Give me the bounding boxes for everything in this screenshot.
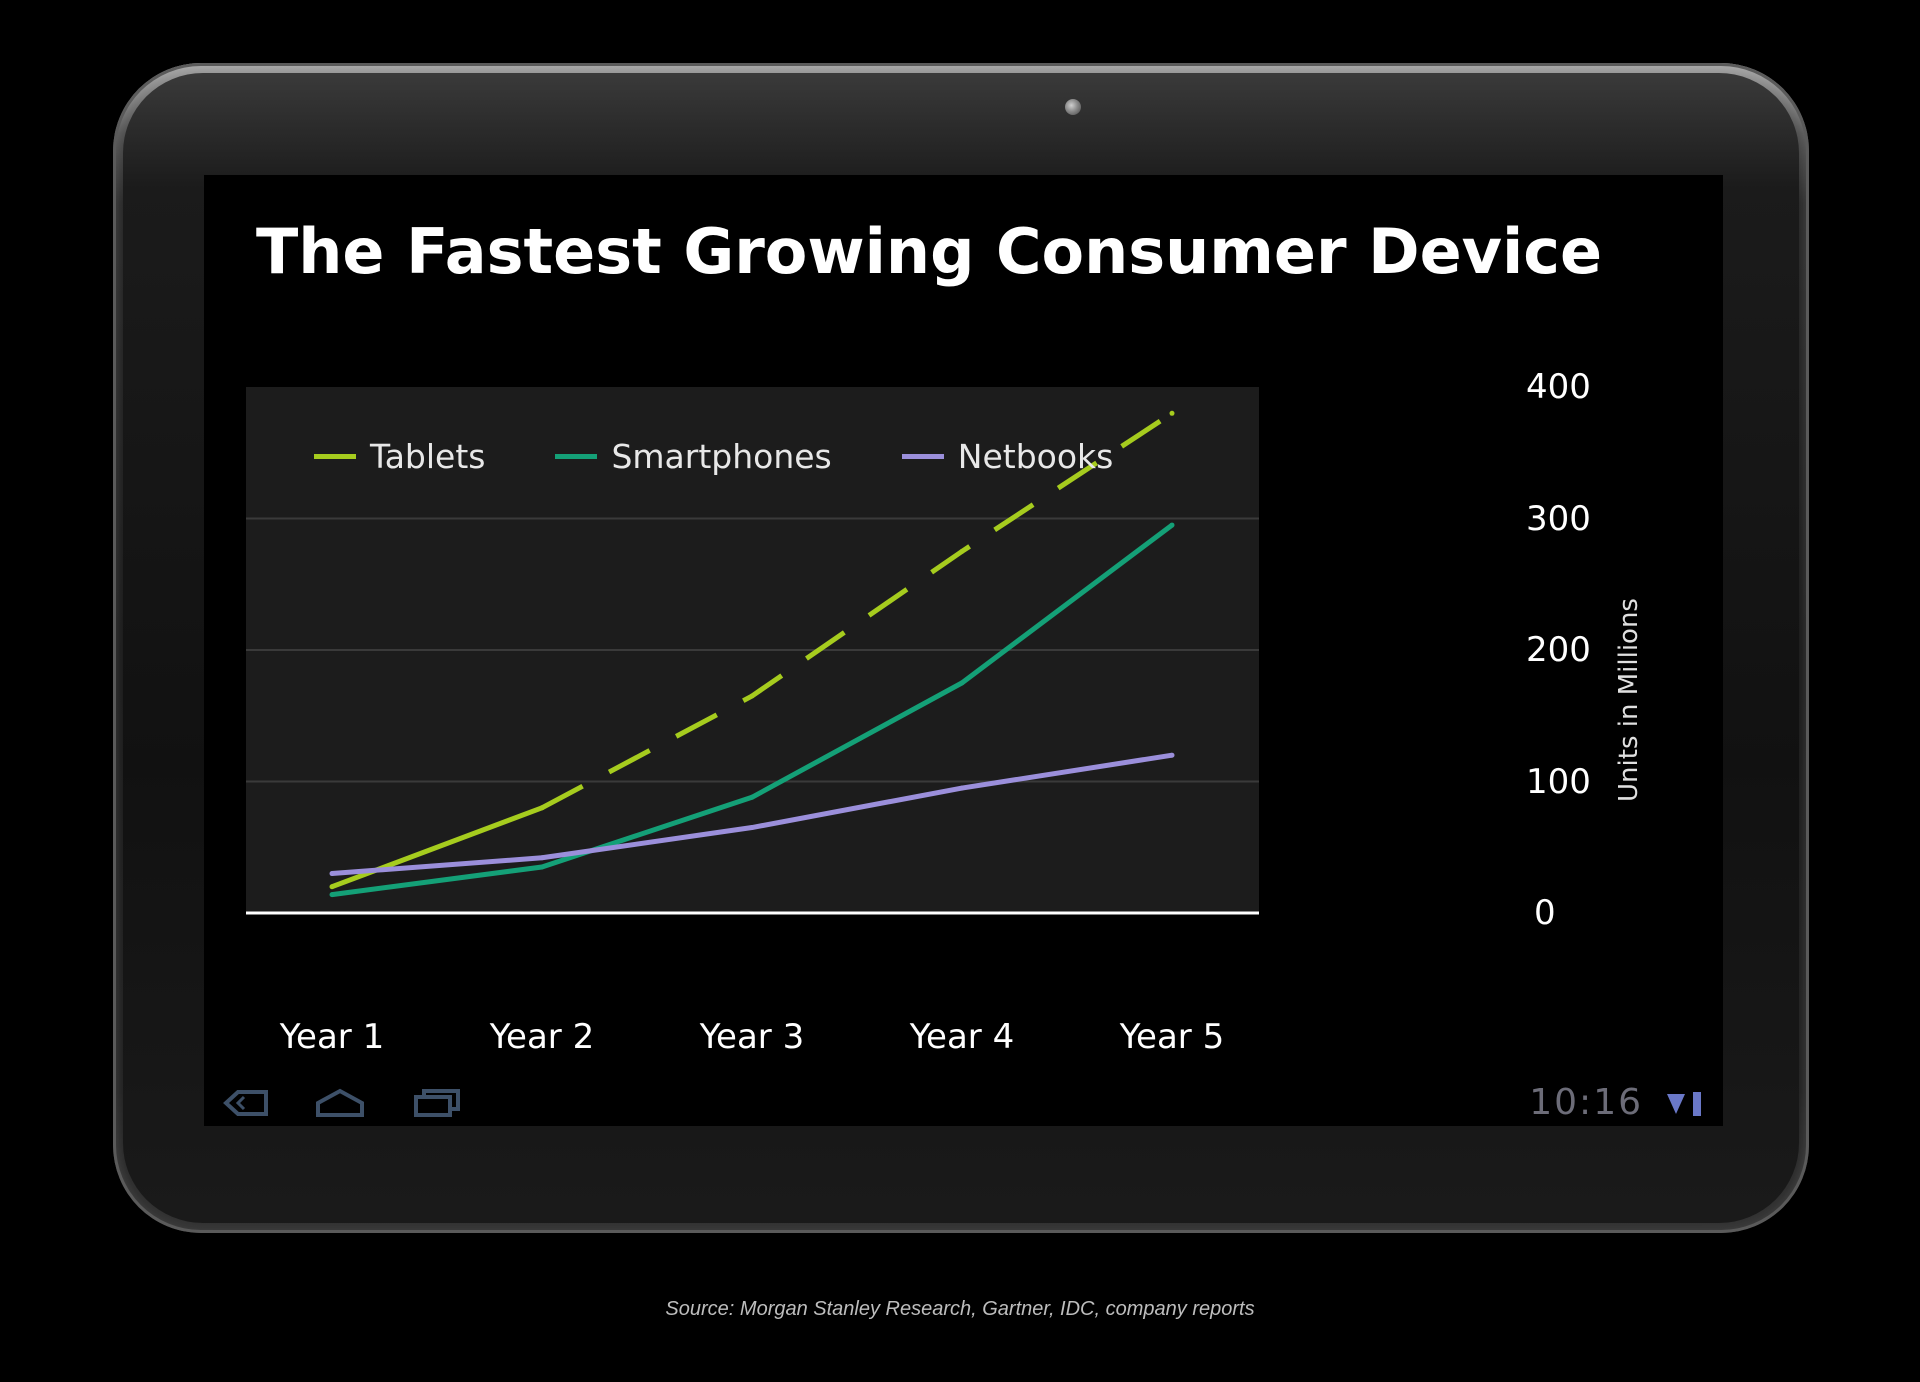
legend-item-netbooks: Netbooks [901,437,1114,476]
data-point-smartphones-5 [1169,522,1175,528]
y-tick-label-100: 100 [1526,761,1591,802]
chart-canvas [246,387,1259,915]
legend-item-tablets: Tablets [314,437,485,476]
chart-title: The Fastest Growing Consumer Device [256,215,1603,288]
x-tick-label-4: Year 4 [909,1017,1015,1057]
chart-legend: Tablets Smartphones Netbooks [314,437,1183,476]
data-point-tablets-1 [329,884,335,890]
y-axis-label: Units in Millions [1614,598,1644,802]
legend-label-netbooks: Netbooks [957,437,1114,476]
back-icon[interactable] [222,1087,270,1119]
legend-label-smartphones: Smartphones [611,437,832,476]
signal-battery-icon [1667,1092,1701,1116]
front-camera [1065,99,1081,115]
recent-apps-icon[interactable] [412,1087,462,1119]
series-line-tablets-actual [331,805,543,890]
data-point-smartphones-4 [959,680,965,686]
data-point-tablets-5 [1169,410,1175,416]
series-line-tablets-forecast [540,411,1174,811]
data-point-tablets-4 [959,548,965,554]
data-point-netbooks-1 [329,871,335,877]
data-point-netbooks-3 [749,825,755,831]
y-tick-label-0: 0 [1534,893,1556,933]
data-point-netbooks-4 [959,785,965,791]
legend-label-tablets: Tablets [370,437,486,476]
data-point-smartphones-3 [749,794,755,800]
source-note: Source: Morgan Stanley Research, Gartner… [665,1298,1255,1320]
x-tick-label-2: Year 2 [489,1017,595,1057]
home-icon[interactable] [314,1087,366,1119]
y-tick-label-400: 400 [1526,367,1591,407]
data-point-tablets-2 [539,805,545,811]
x-tick-label-3: Year 3 [699,1017,805,1057]
status-clock: 10:16 [1529,1082,1643,1123]
x-tick-label-1: Year 1 [279,1017,385,1057]
legend-swatch-netbooks [901,454,944,459]
x-tick-label-5: Year 5 [1119,1017,1225,1057]
data-point-smartphones-1 [329,892,335,898]
legend-swatch-tablets [314,454,356,459]
tablet-screen: The Fastest Growing Consumer Device Tabl… [204,175,1723,1126]
tablet-frame: The Fastest Growing Consumer Device Tabl… [113,63,1809,1233]
y-tick-label-200: 200 [1526,630,1591,670]
system-navigation-bar: 10:16 [204,1080,1723,1126]
data-point-smartphones-2 [539,864,545,870]
data-point-netbooks-5 [1169,752,1175,758]
legend-swatch-smartphones [555,454,598,459]
data-point-tablets-3 [749,693,755,699]
data-point-netbooks-2 [539,855,545,861]
y-tick-label-300: 300 [1526,498,1591,539]
legend-item-smartphones: Smartphones [555,437,832,476]
